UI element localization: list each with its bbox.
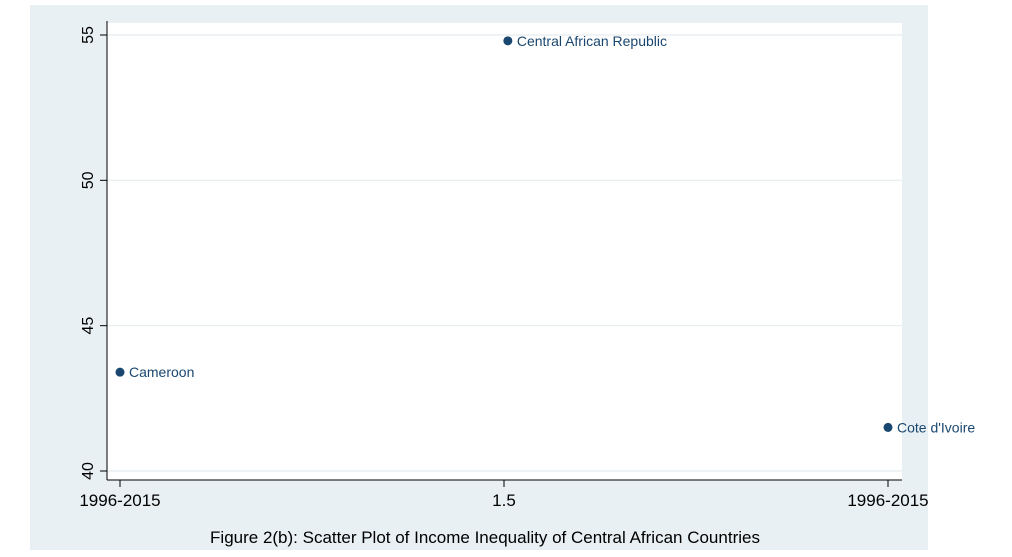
point-label: Cote d'Ivoire [897, 419, 975, 435]
data-points: Cameroon Central African Republic Cote d'I… [115, 33, 975, 435]
point-label: Cameroon [129, 364, 194, 380]
data-point [503, 36, 513, 46]
axes: 40 45 50 55 1996-2015 1.5 1996-2015 [79, 21, 929, 510]
y-tick-label: 45 [80, 317, 97, 335]
point-label: Central African Republic [517, 33, 667, 49]
grid-lines [107, 34, 902, 472]
x-tick-label: 1996-2015 [79, 491, 160, 510]
data-point [115, 367, 125, 377]
y-tick-label: 50 [80, 171, 97, 189]
x-tick-label: 1.5 [492, 491, 516, 510]
y-tick-label: 55 [80, 26, 97, 44]
x-tick-label: 1996-2015 [847, 491, 928, 510]
plot-area [107, 23, 902, 480]
y-tick-label: 40 [80, 462, 97, 480]
data-point [883, 422, 893, 432]
figure-caption: Figure 2(b): Scatter Plot of Income Ineq… [210, 528, 760, 547]
